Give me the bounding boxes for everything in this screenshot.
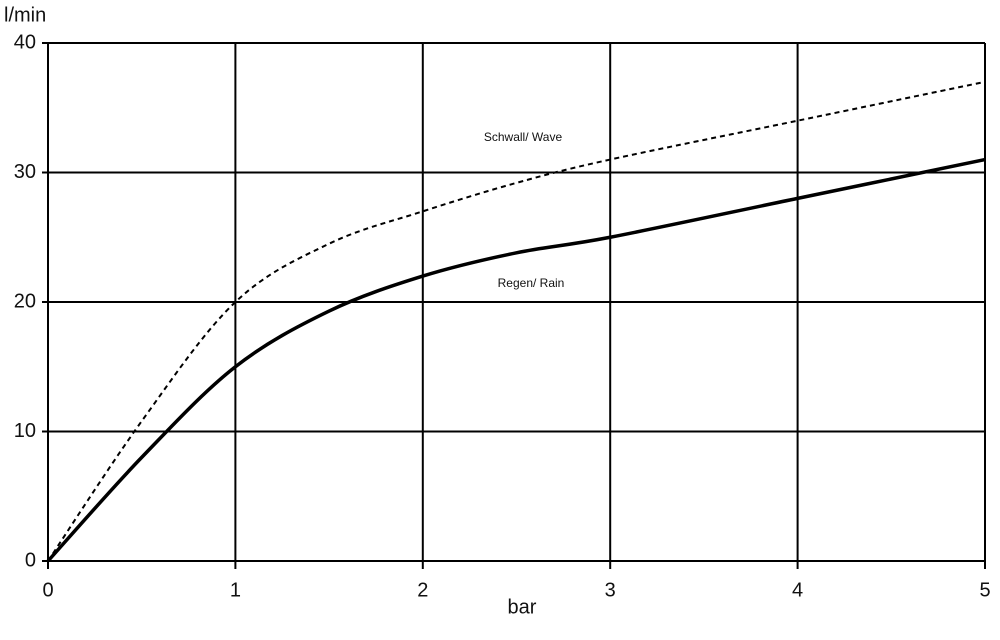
x-tick-label: 1	[230, 579, 241, 601]
y-tick-label: 0	[25, 549, 36, 571]
y-tick-label: 10	[14, 420, 36, 442]
x-tick-label: 0	[42, 579, 53, 601]
series-label: Regen/ Rain	[498, 276, 565, 290]
y-axis-label: l/min	[4, 4, 46, 26]
series-line	[47, 80, 986, 562]
series-label: Schwall/ Wave	[484, 130, 563, 144]
x-tick-label: 4	[792, 579, 803, 601]
x-axis-label: bar	[508, 596, 537, 618]
y-tick-label: 20	[14, 290, 36, 312]
series-line	[46, 157, 986, 563]
x-tick-label: 5	[979, 579, 990, 601]
y-tick-label: 40	[14, 31, 36, 53]
x-tick-label: 3	[605, 579, 616, 601]
x-tick-label: 2	[417, 579, 428, 601]
y-tick-label: 30	[14, 161, 36, 183]
